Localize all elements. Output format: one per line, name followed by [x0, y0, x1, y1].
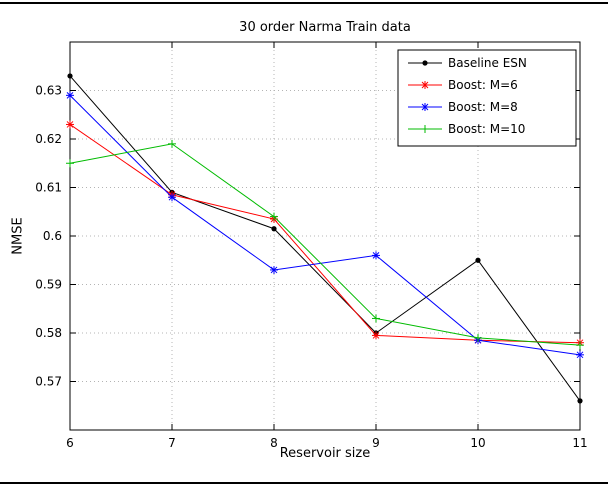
data-point-marker: [576, 350, 584, 359]
data-point-marker: [474, 333, 482, 342]
legend-entry-boost-m-10: Boost: M=10: [408, 122, 525, 136]
legend-entry-boost-m-8: Boost: M=8: [408, 100, 518, 114]
data-point-marker: [372, 314, 380, 323]
data-point-marker: [577, 398, 583, 404]
legend-label: Baseline ESN: [448, 56, 527, 70]
legend-label: Boost: M=8: [448, 100, 518, 114]
data-point-marker: [66, 91, 74, 100]
y-tick-label: 0.59: [35, 278, 62, 292]
x-axis-label: Reservoir size: [279, 446, 371, 461]
data-point-marker: [475, 257, 481, 263]
data-point-marker: [168, 193, 176, 202]
x-tick-label: 7: [168, 436, 176, 450]
legend-entry-boost-m-6: Boost: M=6: [408, 78, 518, 92]
legend-marker: [421, 81, 429, 89]
legend-label: Boost: M=6: [448, 78, 518, 92]
x-tick-label: 6: [66, 436, 74, 450]
legend-entry-baseline-esn: Baseline ESN: [408, 56, 527, 70]
data-point-marker: [168, 139, 176, 148]
series-line-boost-m-8: [69, 94, 581, 356]
y-tick-label: 0.61: [35, 181, 62, 195]
series-line-baseline-esn: [69, 75, 581, 402]
x-tick-label: 9: [372, 436, 380, 450]
data-point-marker: [271, 226, 277, 232]
data-point-marker: [67, 73, 73, 79]
legend-label: Boost: M=10: [448, 122, 525, 136]
legend-marker: [421, 125, 429, 133]
y-tick-label: 0.63: [35, 84, 62, 98]
series-markers-boost-m-10: [66, 139, 584, 350]
data-point-marker: [66, 159, 74, 168]
legend: Baseline ESN Boost: M=6 Boost: M=8 Boost: M…: [397, 49, 577, 147]
top-rule: [0, 2, 608, 4]
y-tick-label: 0.58: [35, 326, 62, 340]
data-point-marker: [372, 251, 380, 260]
y-tick-label: 0.62: [35, 132, 62, 146]
axis-ticks: 6 7 8 9 10 11 0.57 0.58 0.59 0.6 0.61 0.62 0.63: [35, 42, 588, 450]
y-axis-label: NMSE: [10, 217, 26, 255]
x-tick-label: 10: [470, 436, 485, 450]
data-point-marker: [372, 331, 380, 340]
data-point-marker: [576, 341, 584, 350]
legend-marker: [422, 60, 428, 66]
y-tick-label: 0.6: [43, 229, 62, 243]
legend-box: [397, 49, 577, 147]
series-markers-boost-m-6: [66, 120, 584, 347]
y-tick-label: 0.57: [35, 375, 62, 389]
series-line-boost-m-6: [69, 124, 581, 344]
x-tick-label: 8: [270, 436, 278, 450]
data-point-marker: [270, 265, 278, 274]
x-tick-label: 11: [572, 436, 587, 450]
chart-title: 30 order Narma Train data: [239, 20, 411, 35]
data-point-marker: [270, 212, 278, 221]
legend-marker: [421, 103, 429, 111]
bottom-rule: [0, 482, 608, 484]
series-line-boost-m-10: [69, 143, 581, 346]
data-point-marker: [66, 120, 74, 129]
